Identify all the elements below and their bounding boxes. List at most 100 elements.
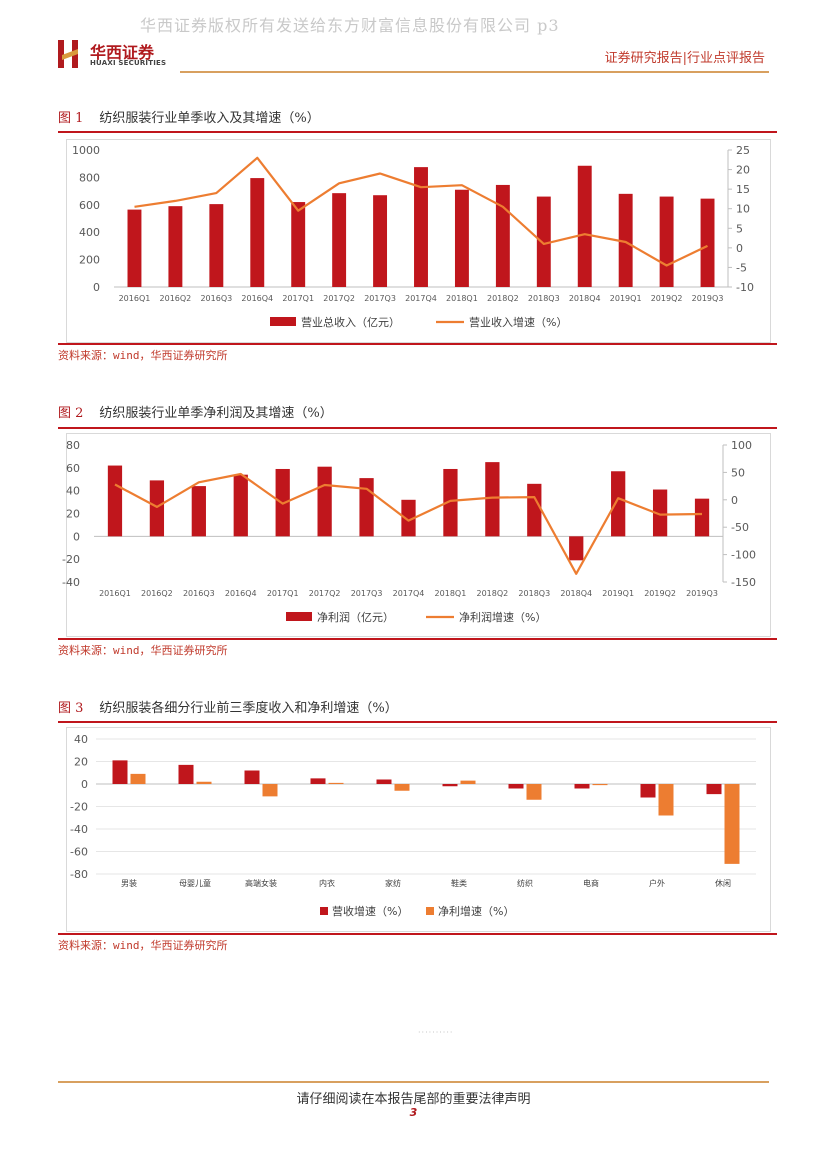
fig2-category-label: 2018Q2 — [476, 589, 508, 598]
fig2-category-label: 2016Q1 — [99, 589, 131, 598]
fig2-bar — [485, 462, 500, 537]
fig2-y2-tick: 50 — [731, 466, 745, 479]
fig3-category-label: 户外 — [649, 878, 665, 888]
fig3-revenue-bar — [178, 764, 194, 784]
fig3-revenue-bar — [706, 784, 722, 795]
fig3-category-label: 家纺 — [385, 878, 401, 888]
fig1-y2-tick: 0 — [736, 242, 743, 255]
fig2-y-tick: 60 — [66, 462, 80, 475]
fig1-bar — [209, 204, 224, 287]
figure-2-number: 图 2 — [58, 406, 84, 421]
fig3-profit-bar — [460, 780, 476, 784]
figure-1-top-rule — [58, 131, 777, 133]
fig1-bar — [168, 206, 183, 287]
fig1-category-label: 2018Q2 — [487, 294, 519, 303]
fig1-y-tick: 0 — [93, 281, 100, 294]
fig2-y2-tick: -50 — [731, 521, 749, 534]
fig2-y-tick: -20 — [62, 553, 80, 566]
fig2-legend-bar-label: 净利润（亿元） — [317, 610, 394, 624]
fig1-category-label: 2018Q4 — [569, 294, 601, 303]
fig3-revenue-bar — [244, 770, 260, 784]
fig1-category-label: 2019Q3 — [692, 294, 724, 303]
figure-3-title: 图 3 纺织服装各细分行业前三季度收入和净利增速（%） — [58, 697, 398, 716]
figure-2-source: 资料来源：wind，华西证券研究所 — [58, 644, 228, 657]
fig2-y2-tick: 0 — [731, 494, 738, 507]
fig1-category-label: 2016Q2 — [160, 294, 192, 303]
fig2-y-tick: -40 — [62, 576, 80, 589]
fig1-y-tick: 400 — [79, 226, 100, 239]
fig2-legend-bar-swatch — [286, 612, 312, 621]
fig2-bar — [401, 499, 416, 537]
fig3-legend-label: 净利增速（%） — [438, 904, 514, 918]
fig2-legend-line-label: 净利润增速（%） — [459, 610, 546, 624]
fig3-profit-bar — [196, 781, 212, 784]
fig3-category-label: 纺织 — [517, 878, 533, 888]
fig1-bar — [291, 202, 306, 287]
fig1-bar — [127, 209, 142, 287]
fig2-category-label: 2017Q1 — [267, 589, 299, 598]
fig3-category-label: 高端女装 — [245, 878, 277, 888]
fig1-bar — [659, 196, 674, 287]
footer-divider — [58, 1081, 769, 1083]
fig2-y2-tick: -150 — [731, 576, 756, 589]
fig1-category-label: 2018Q1 — [446, 294, 478, 303]
fig3-category-label: 鞋类 — [451, 878, 467, 888]
figure-2-caption: 纺织服装行业单季净利润及其增速（%） — [99, 406, 333, 421]
fig3-revenue-bar — [442, 784, 458, 787]
logo-english-name: HUAXI SECURITIES — [90, 59, 167, 67]
fig2-bar — [191, 486, 206, 537]
fig2-category-label: 2017Q4 — [393, 589, 425, 598]
fig3-profit-bar — [130, 773, 146, 784]
fig2-bar — [652, 489, 668, 537]
fig2-bar — [107, 465, 123, 537]
fig1-bar — [250, 178, 265, 287]
fig2-category-label: 2016Q3 — [183, 589, 215, 598]
fig1-y2-tick: 25 — [736, 144, 750, 157]
fig2-category-label: 2019Q2 — [644, 589, 676, 598]
fig2-category-label: 2019Q3 — [686, 589, 718, 598]
watermark-text: 华西证券版权所有发送给东方财富信息股份有限公司 p3 — [140, 16, 560, 35]
fig3-y-tick: -20 — [70, 801, 88, 814]
fig2-category-label: 2018Q3 — [518, 589, 550, 598]
center-dots: ·········· — [418, 1028, 454, 1037]
fig3-y-tick: 20 — [74, 756, 88, 769]
figure-2-top-rule — [58, 427, 777, 429]
fig1-y2-tick: -10 — [736, 281, 754, 294]
fig3-profit-bar — [592, 784, 608, 786]
logo-chinese-name: 华西证券 — [90, 43, 155, 62]
fig2-bar — [233, 474, 248, 537]
fig3-legend-label: 营收增速（%） — [332, 904, 408, 918]
fig3-category-label: 母婴儿童 — [179, 878, 211, 888]
fig1-bar — [454, 189, 469, 287]
fig1-bar — [373, 195, 388, 287]
legal-disclaimer: 请仔细阅读在本报告尾部的重要法律声明 — [296, 1092, 531, 1107]
fig1-category-label: 2019Q1 — [610, 294, 642, 303]
fig1-y-tick: 600 — [79, 199, 100, 212]
fig3-category-label: 休闲 — [715, 878, 731, 888]
fig2-y2-tick: -100 — [731, 549, 756, 562]
fig3-y-tick: -80 — [70, 868, 88, 881]
fig2-bar — [359, 478, 374, 537]
fig3-profit-bar — [262, 784, 278, 797]
fig3-revenue-bar — [508, 784, 524, 789]
fig2-growth-line — [114, 472, 703, 575]
fig2-bar — [149, 480, 165, 537]
fig2-bar — [527, 483, 542, 537]
fig1-legend-bar-label: 营业总收入（亿元） — [301, 315, 400, 329]
figure-3-chart: -80 -60 -40 -20 0 20 40 男装 母婴儿童 高端女装 内衣 家纺 鞋类 纺织 电商 户外 休… — [70, 733, 756, 918]
huaxi-logo: 华西证券 HUAXI SECURITIES — [58, 38, 178, 72]
fig1-category-label: 2017Q4 — [405, 294, 437, 303]
fig1-category-label: 2017Q2 — [323, 294, 355, 303]
fig3-profit-bar — [526, 784, 542, 800]
figure-3-bottom-rule — [58, 933, 777, 935]
fig1-bar — [332, 193, 347, 287]
figure-2-title: 图 2 纺织服装行业单季净利润及其增速（%） — [58, 402, 333, 421]
fig2-category-label: 2018Q1 — [435, 589, 467, 598]
fig3-profit-bar — [394, 784, 410, 791]
fig3-y-tick: -40 — [70, 823, 88, 836]
fig1-category-label: 2019Q2 — [651, 294, 683, 303]
fig1-growth-line — [134, 156, 708, 267]
figure-3-number: 图 3 — [58, 701, 84, 716]
fig2-category-label: 2017Q3 — [351, 589, 383, 598]
fig1-category-label: 2017Q3 — [364, 294, 396, 303]
